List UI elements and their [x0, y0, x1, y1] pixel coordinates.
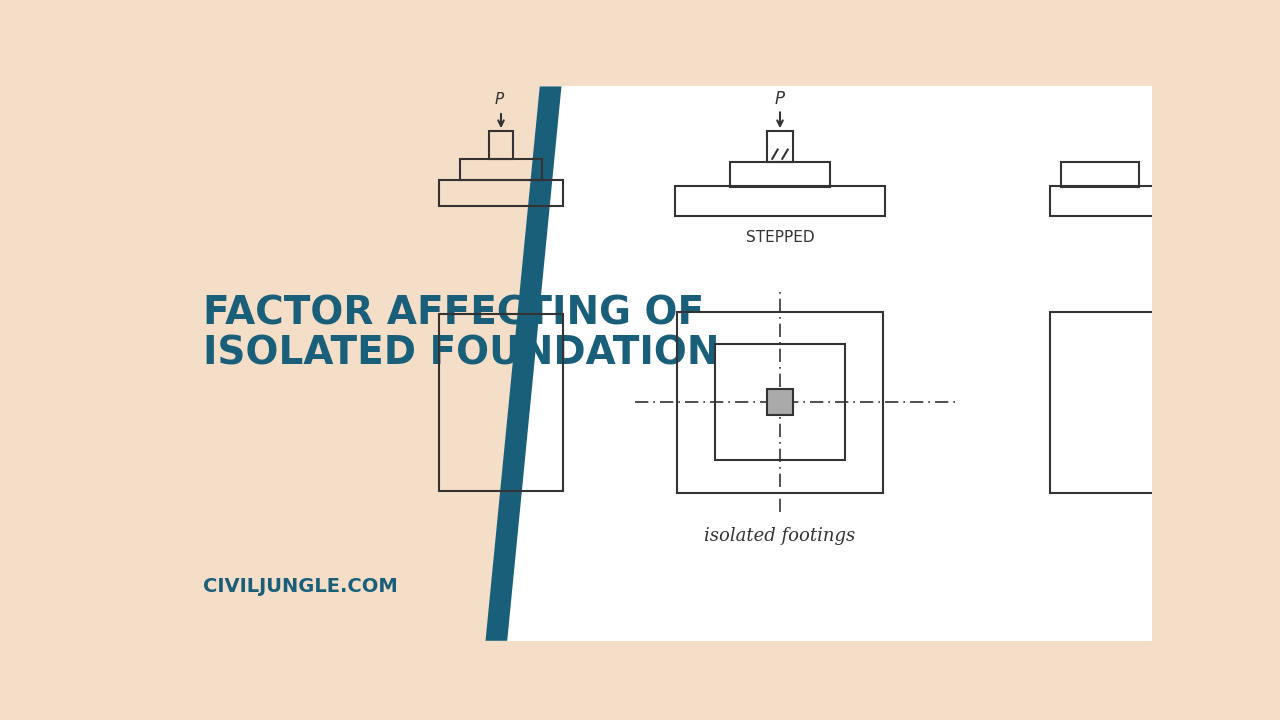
Bar — [730, 162, 831, 186]
Polygon shape — [485, 86, 562, 641]
Text: P: P — [774, 90, 785, 108]
Text: STEPPED: STEPPED — [746, 230, 814, 245]
Bar — [439, 180, 563, 206]
Bar — [767, 131, 794, 162]
Bar — [676, 186, 884, 216]
Text: isolated footings: isolated footings — [704, 527, 855, 545]
Bar — [767, 390, 792, 415]
Bar — [1050, 186, 1155, 216]
Bar — [439, 313, 563, 490]
Bar — [716, 344, 845, 460]
Bar — [489, 131, 512, 159]
Text: CIVILJUNGLE.COM: CIVILJUNGLE.COM — [202, 577, 397, 596]
Text: ISOLATED FOUNDATION: ISOLATED FOUNDATION — [202, 335, 719, 373]
Bar — [461, 159, 541, 180]
Bar — [1050, 312, 1155, 492]
Bar — [677, 312, 883, 492]
Polygon shape — [485, 86, 1152, 641]
Text: FACTOR AFFECTING OF: FACTOR AFFECTING OF — [202, 294, 704, 333]
Bar — [1061, 162, 1139, 186]
Text: P: P — [495, 92, 504, 107]
